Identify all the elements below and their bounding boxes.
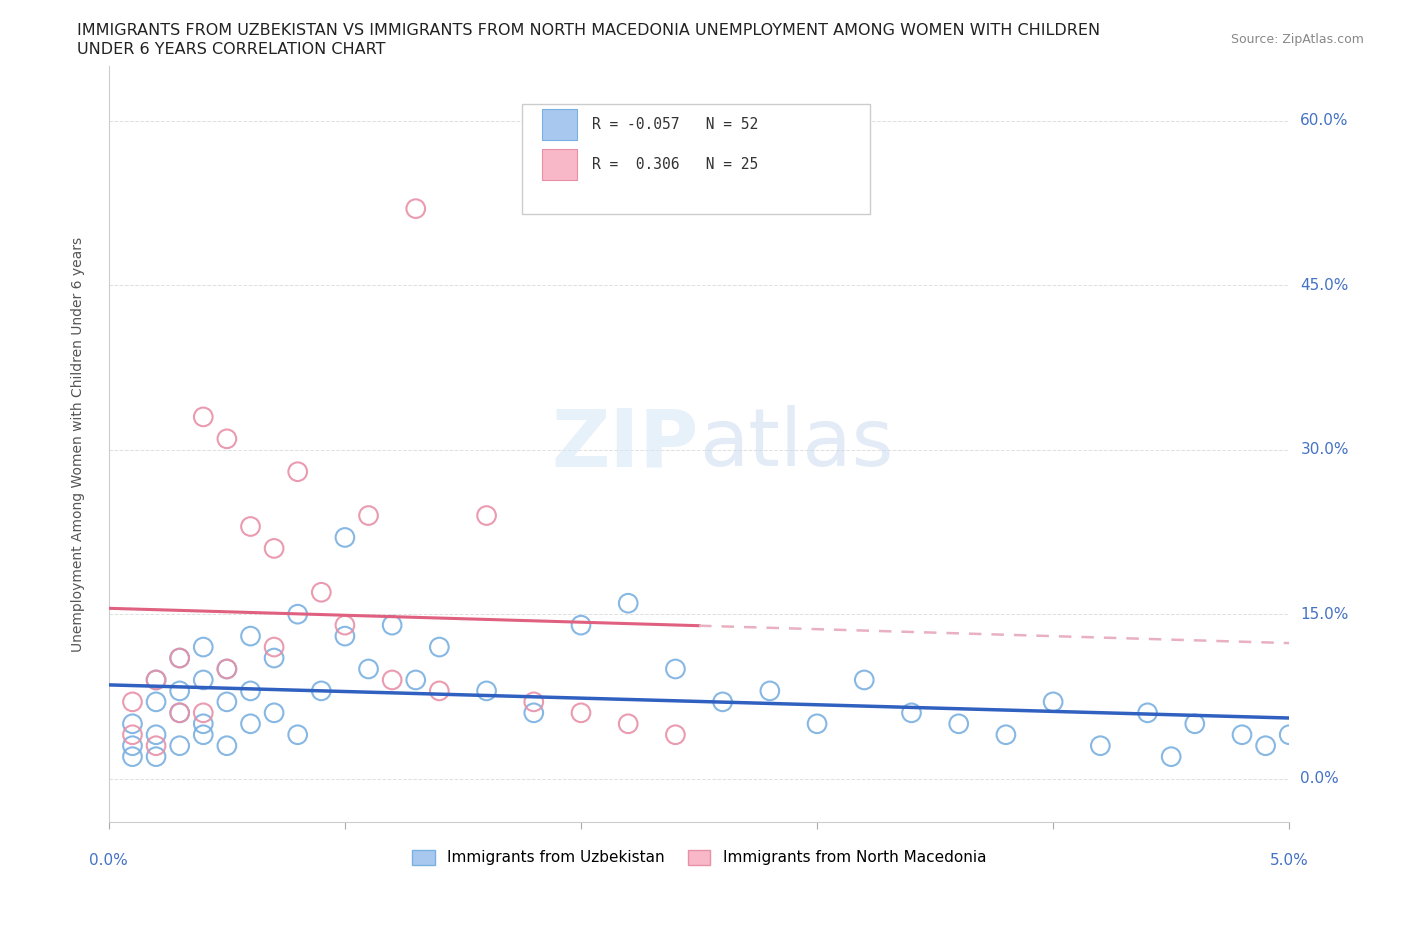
Point [569,705,592,720]
Point [1136,705,1159,720]
Point [664,727,686,742]
Point [145,672,167,687]
Point [405,201,427,216]
Point [948,716,970,731]
Text: 15.0%: 15.0% [1301,606,1348,621]
Point [145,738,167,753]
Text: UNDER 6 YEARS CORRELATION CHART: UNDER 6 YEARS CORRELATION CHART [77,42,385,57]
Point [994,727,1017,742]
Point [853,672,876,687]
Text: atlas: atlas [699,405,893,484]
Point [193,716,215,731]
Point [357,508,380,523]
Point [121,738,143,753]
Point [215,661,238,676]
Point [381,672,404,687]
Point [617,716,640,731]
Point [121,695,143,710]
Point [427,640,450,655]
Point [239,684,262,698]
Point [333,530,356,545]
Point [617,596,640,611]
Point [169,684,191,698]
FancyBboxPatch shape [543,150,578,179]
Point [1160,750,1182,764]
Point [145,750,167,764]
Point [1042,695,1064,710]
Point [193,672,215,687]
Point [900,705,922,720]
Point [381,618,404,632]
Text: 45.0%: 45.0% [1301,278,1348,293]
Point [121,716,143,731]
Point [145,695,167,710]
Point [311,585,333,600]
Point [711,695,734,710]
FancyBboxPatch shape [522,104,870,214]
Point [215,432,238,446]
Point [806,716,828,731]
Point [475,508,498,523]
Text: 0.0%: 0.0% [1301,771,1339,786]
Point [121,750,143,764]
Point [169,705,191,720]
Point [569,618,592,632]
Point [475,684,498,698]
Point [145,727,167,742]
Point [169,705,191,720]
Point [239,716,262,731]
Point [759,684,782,698]
Point [145,672,167,687]
Point [333,629,356,644]
Point [239,519,262,534]
Text: Source: ZipAtlas.com: Source: ZipAtlas.com [1230,33,1364,46]
Text: 5.0%: 5.0% [1270,853,1309,868]
Point [263,640,285,655]
Text: R = -0.057   N = 52: R = -0.057 N = 52 [592,117,758,132]
Y-axis label: Unemployment Among Women with Children Under 6 years: Unemployment Among Women with Children U… [72,237,86,652]
Point [193,409,215,424]
Point [1184,716,1206,731]
Point [357,661,380,676]
Point [215,695,238,710]
Point [121,727,143,742]
Point [263,541,285,556]
FancyBboxPatch shape [543,109,578,140]
Legend: Immigrants from Uzbekistan, Immigrants from North Macedonia: Immigrants from Uzbekistan, Immigrants f… [406,844,993,871]
Point [287,606,309,621]
Point [193,640,215,655]
Point [405,672,427,687]
Point [239,629,262,644]
Point [169,738,191,753]
Text: IMMIGRANTS FROM UZBEKISTAN VS IMMIGRANTS FROM NORTH MACEDONIA UNEMPLOYMENT AMONG: IMMIGRANTS FROM UZBEKISTAN VS IMMIGRANTS… [77,23,1101,38]
Text: R =  0.306   N = 25: R = 0.306 N = 25 [592,157,758,172]
Point [193,727,215,742]
Text: 30.0%: 30.0% [1301,443,1348,458]
Text: 0.0%: 0.0% [90,853,128,868]
Point [169,651,191,666]
Point [333,618,356,632]
Point [1254,738,1277,753]
Point [215,661,238,676]
Text: 60.0%: 60.0% [1301,113,1348,128]
Point [1230,727,1253,742]
Point [523,695,546,710]
Point [1090,738,1112,753]
Point [287,464,309,479]
Point [263,705,285,720]
Point [287,727,309,742]
Point [311,684,333,698]
Point [1278,727,1301,742]
Point [215,738,238,753]
Point [427,684,450,698]
Point [263,651,285,666]
Text: ZIP: ZIP [551,405,699,484]
Point [193,705,215,720]
Point [523,705,546,720]
Point [169,651,191,666]
Point [664,661,686,676]
